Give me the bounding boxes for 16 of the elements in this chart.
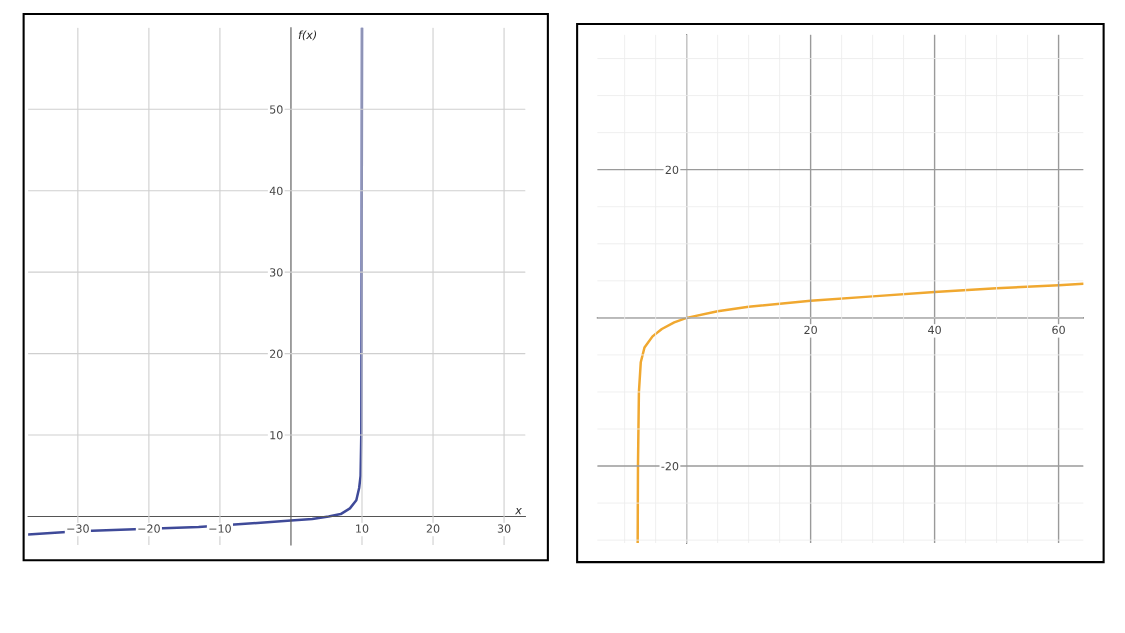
x-tick-label: 20	[426, 524, 440, 533]
x-tick-label: 30	[497, 524, 511, 533]
y-axis-title: f(x)	[298, 30, 317, 41]
x-tick-label: 40	[928, 325, 941, 335]
y-tick-label: -20	[661, 462, 679, 471]
y-tick-label: 10	[270, 431, 283, 440]
x-axis-title: x	[514, 508, 522, 515]
y-tick-label: 30	[270, 268, 283, 277]
x-tick-label: −10	[209, 524, 231, 533]
x-tick-label: 20	[804, 325, 817, 335]
y-tick-label: 20	[269, 349, 283, 358]
x-tick-label: 60	[1052, 325, 1065, 335]
line-series	[636, 282, 1084, 544]
y-tick-label: 50	[270, 105, 283, 114]
x-tick-label: 10	[356, 524, 369, 533]
y-tick-label: 40	[269, 186, 283, 196]
